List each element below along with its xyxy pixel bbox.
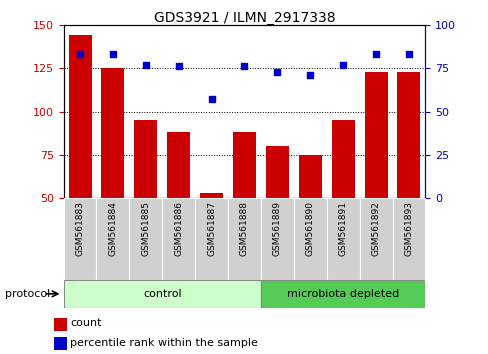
Text: GSM561883: GSM561883 (75, 201, 84, 256)
Bar (261, 280, 425, 308)
Text: GSM561892: GSM561892 (371, 201, 380, 256)
Bar (195, 198, 227, 280)
Bar (392, 198, 425, 280)
Text: GSM561891: GSM561891 (338, 201, 347, 256)
Bar (397, 72, 420, 285)
Text: GSM561886: GSM561886 (174, 201, 183, 256)
Text: GSM561887: GSM561887 (207, 201, 216, 256)
Bar (63, 280, 261, 308)
Bar (261, 198, 293, 280)
Point (76, 51, 84, 57)
Point (339, 62, 346, 68)
Bar (63, 198, 96, 280)
Bar (326, 198, 359, 280)
Point (109, 51, 117, 57)
Point (273, 69, 281, 74)
Bar (331, 120, 354, 285)
Bar (54, 337, 67, 350)
Text: GSM561893: GSM561893 (404, 201, 413, 256)
Point (174, 64, 182, 69)
Bar (265, 146, 288, 285)
Text: percentile rank within the sample: percentile rank within the sample (70, 337, 258, 348)
Text: control: control (142, 289, 181, 299)
Bar (68, 35, 91, 285)
Text: count: count (70, 318, 102, 329)
Text: GSM561890: GSM561890 (305, 201, 314, 256)
Bar (364, 72, 387, 285)
Point (371, 51, 379, 57)
Text: GSM561889: GSM561889 (272, 201, 281, 256)
Bar (162, 198, 195, 280)
Point (404, 51, 412, 57)
Bar (200, 193, 223, 285)
Point (142, 62, 149, 68)
Point (306, 72, 314, 78)
Text: microbiota depleted: microbiota depleted (286, 289, 399, 299)
Text: GSM561884: GSM561884 (108, 201, 117, 256)
Bar (232, 132, 256, 285)
Text: GSM561888: GSM561888 (240, 201, 248, 256)
Text: GSM561885: GSM561885 (141, 201, 150, 256)
Point (240, 64, 248, 69)
Text: GDS3921 / ILMN_2917338: GDS3921 / ILMN_2917338 (153, 11, 335, 25)
Bar (298, 155, 321, 285)
Bar (167, 132, 190, 285)
Bar (134, 120, 157, 285)
Bar (101, 68, 124, 285)
Bar (227, 198, 261, 280)
Bar (359, 198, 392, 280)
Point (207, 97, 215, 102)
Bar (54, 318, 67, 331)
Bar (129, 198, 162, 280)
Bar (293, 198, 326, 280)
Text: protocol: protocol (5, 289, 50, 299)
Bar (96, 198, 129, 280)
